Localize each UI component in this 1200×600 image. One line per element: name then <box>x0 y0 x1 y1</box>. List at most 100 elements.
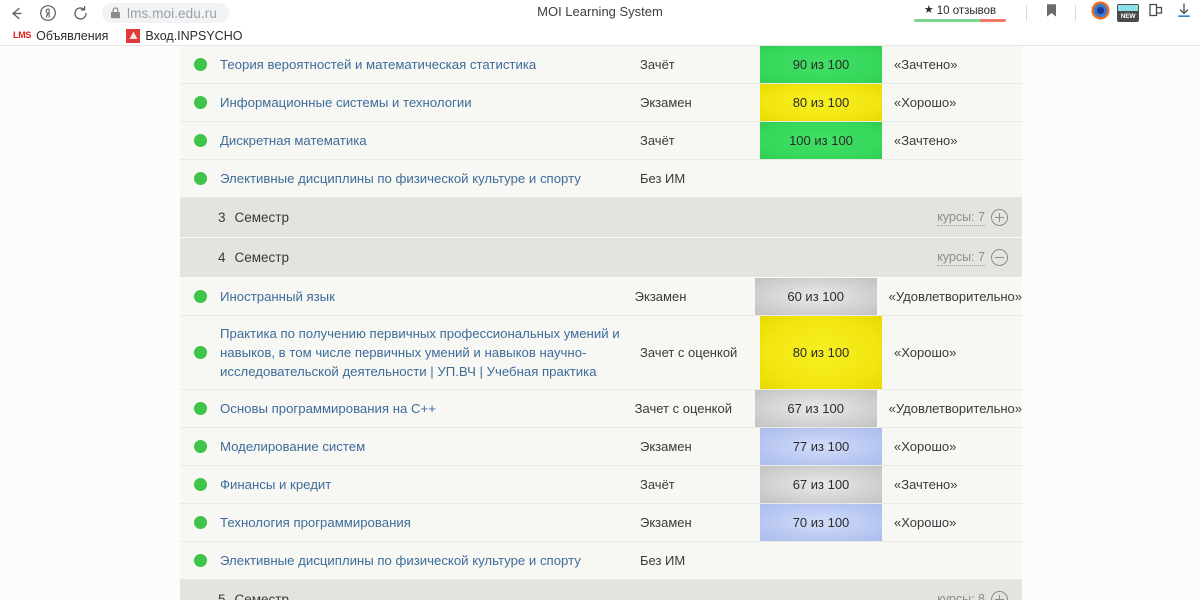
collections-icon <box>1147 2 1165 24</box>
status-cell <box>180 542 220 579</box>
green-status-dot-icon <box>193 440 207 453</box>
status-cell <box>180 122 220 159</box>
course-link[interactable]: Элективные дисциплины по физической куль… <box>220 171 581 186</box>
table-row[interactable]: Основы программирования на С++ Зачет с оц… <box>180 390 1022 428</box>
browser-toolbar-right: ★ 10 отзывов NEW <box>908 0 1198 26</box>
status-cell <box>180 278 220 315</box>
table-row[interactable]: Информационные системы и технологии Экзам… <box>180 84 1022 122</box>
green-status-dot-icon <box>193 478 207 491</box>
mark-cell <box>882 160 1022 197</box>
course-link[interactable]: Технология программирования <box>220 515 411 530</box>
back-arrow-icon <box>8 5 25 22</box>
new-feature-button[interactable]: NEW <box>1114 1 1142 25</box>
bookmark-item-inpsycho[interactable]: Вход.INPSYCHO <box>117 27 251 45</box>
table-row[interactable]: Финансы и кредит Зачёт 67 из 100 «Зачтено» <box>180 466 1022 504</box>
rating-bar <box>914 18 1006 22</box>
downloads-icon <box>1176 2 1192 24</box>
reload-icon <box>72 5 89 22</box>
semester-course-count: курсы: 7 <box>937 249 985 266</box>
minus-circle-icon[interactable] <box>991 249 1008 266</box>
mark-cell: «Хорошо» <box>894 345 957 360</box>
green-status-dot-icon <box>193 172 207 185</box>
yandex-home-button[interactable] <box>32 1 64 25</box>
course-name-cell: Теория вероятностей и математическая ста… <box>220 46 640 83</box>
mark-cell: «Зачтено» <box>894 57 958 72</box>
table-row[interactable]: Элективные дисциплины по физической куль… <box>180 160 1022 198</box>
score-value: 90 из 100 <box>760 46 882 83</box>
site-rating-badge[interactable]: ★ 10 отзывов <box>908 5 1012 22</box>
control-type-cell: Экзамен <box>640 439 692 454</box>
score-cell: 80 из 100 <box>760 84 882 121</box>
collections-button[interactable] <box>1142 1 1170 25</box>
bookmark-label: Объявления <box>36 28 109 43</box>
mark-cell: «Удовлетворительно» <box>888 289 1022 304</box>
semester-group-header[interactable]: 3 Семестр курсы: 7 <box>180 198 1022 238</box>
lock-icon <box>110 7 121 19</box>
bookmark-label: Вход.INPSYCHO <box>145 28 243 43</box>
semester-group-header[interactable]: 5 Семестр курсы: 8 <box>180 580 1022 600</box>
score-cell: 67 из 100 <box>754 390 877 427</box>
course-link[interactable]: Финансы и кредит <box>220 477 332 492</box>
semester-group-header[interactable]: 4 Семестр курсы: 7 <box>180 238 1022 278</box>
semester-course-count: курсы: 7 <box>937 209 985 226</box>
control-type-cell: Зачет с оценкой <box>634 401 732 416</box>
course-name-cell: Элективные дисциплины по физической куль… <box>220 160 640 197</box>
control-type-cell: Зачёт <box>640 477 675 492</box>
mark-cell: «Хорошо» <box>894 515 957 530</box>
browser-navigation-row: lms.moi.edu.ru <box>0 0 1200 26</box>
back-button[interactable] <box>0 1 32 25</box>
control-type-cell: Без ИМ <box>640 553 686 568</box>
plus-circle-icon[interactable] <box>991 591 1008 600</box>
table-row[interactable]: Теория вероятностей и математическая ста… <box>180 46 1022 84</box>
course-name-cell: Финансы и кредит <box>220 466 640 503</box>
score-value: 67 из 100 <box>754 390 877 427</box>
table-row[interactable]: Технология программирования Экзамен 70 из … <box>180 504 1022 542</box>
table-row[interactable]: Моделирование систем Экзамен 77 из 100 «Хор… <box>180 428 1022 466</box>
plus-circle-icon[interactable] <box>991 209 1008 226</box>
course-link[interactable]: Дискретная математика <box>220 133 367 148</box>
score-value <box>760 542 882 579</box>
rating-text: 10 отзывов <box>936 4 997 17</box>
mark-cell: «Зачтено» <box>894 133 958 148</box>
status-cell <box>180 160 220 197</box>
control-type-cell: Зачёт <box>640 57 675 72</box>
bookmark-button[interactable] <box>1037 1 1065 25</box>
profile-avatar-icon <box>1091 1 1110 25</box>
course-link[interactable]: Моделирование систем <box>220 439 366 454</box>
table-row[interactable]: Дискретная математика Зачёт 100 из 100 «Зач… <box>180 122 1022 160</box>
new-badge-text: NEW <box>1118 12 1138 21</box>
score-cell: 80 из 100 <box>760 316 882 389</box>
green-status-dot-icon <box>193 58 207 71</box>
profile-button[interactable] <box>1086 1 1114 25</box>
gradebook-table: Теория вероятностей и математическая ста… <box>180 46 1022 600</box>
address-bar[interactable]: lms.moi.edu.ru <box>102 3 229 23</box>
course-name-cell: Информационные системы и технологии <box>220 84 640 121</box>
score-cell: 70 из 100 <box>760 504 882 541</box>
control-type-cell: Зачёт <box>640 133 675 148</box>
inpsycho-favicon-icon <box>126 28 141 43</box>
course-link[interactable]: Иностранный язык <box>220 289 335 304</box>
course-link[interactable]: Элективные дисциплины по физической куль… <box>220 553 581 568</box>
control-type-cell: Без ИМ <box>640 171 686 186</box>
course-link[interactable]: Практика по получению первичных професси… <box>220 326 620 379</box>
url-text: lms.moi.edu.ru <box>127 5 217 21</box>
control-type-cell: Зачет с оценкой <box>640 345 738 360</box>
reload-button[interactable] <box>64 1 96 25</box>
course-link[interactable]: Основы программирования на С++ <box>220 401 436 416</box>
course-name-cell: Иностранный язык <box>220 278 635 315</box>
semester-number: 4 <box>218 250 226 265</box>
table-row[interactable]: Иностранный язык Экзамен 60 из 100 «Удовлет… <box>180 278 1022 316</box>
score-value <box>760 160 882 197</box>
bookmark-item-announcements[interactable]: LMS Объявления <box>4 27 117 45</box>
table-row[interactable]: Элективные дисциплины по физической куль… <box>180 542 1022 580</box>
course-link[interactable]: Информационные системы и технологии <box>220 95 472 110</box>
course-name-cell: Дискретная математика <box>220 122 640 159</box>
downloads-button[interactable] <box>1170 1 1198 25</box>
green-status-dot-icon <box>193 96 207 109</box>
green-status-dot-icon <box>193 290 207 303</box>
course-name-cell: Моделирование систем <box>220 428 640 465</box>
table-row[interactable]: Практика по получению первичных професси… <box>180 316 1022 390</box>
mark-cell: «Хорошо» <box>894 439 957 454</box>
course-link[interactable]: Теория вероятностей и математическая ста… <box>220 57 537 72</box>
score-cell: 100 из 100 <box>760 122 882 159</box>
